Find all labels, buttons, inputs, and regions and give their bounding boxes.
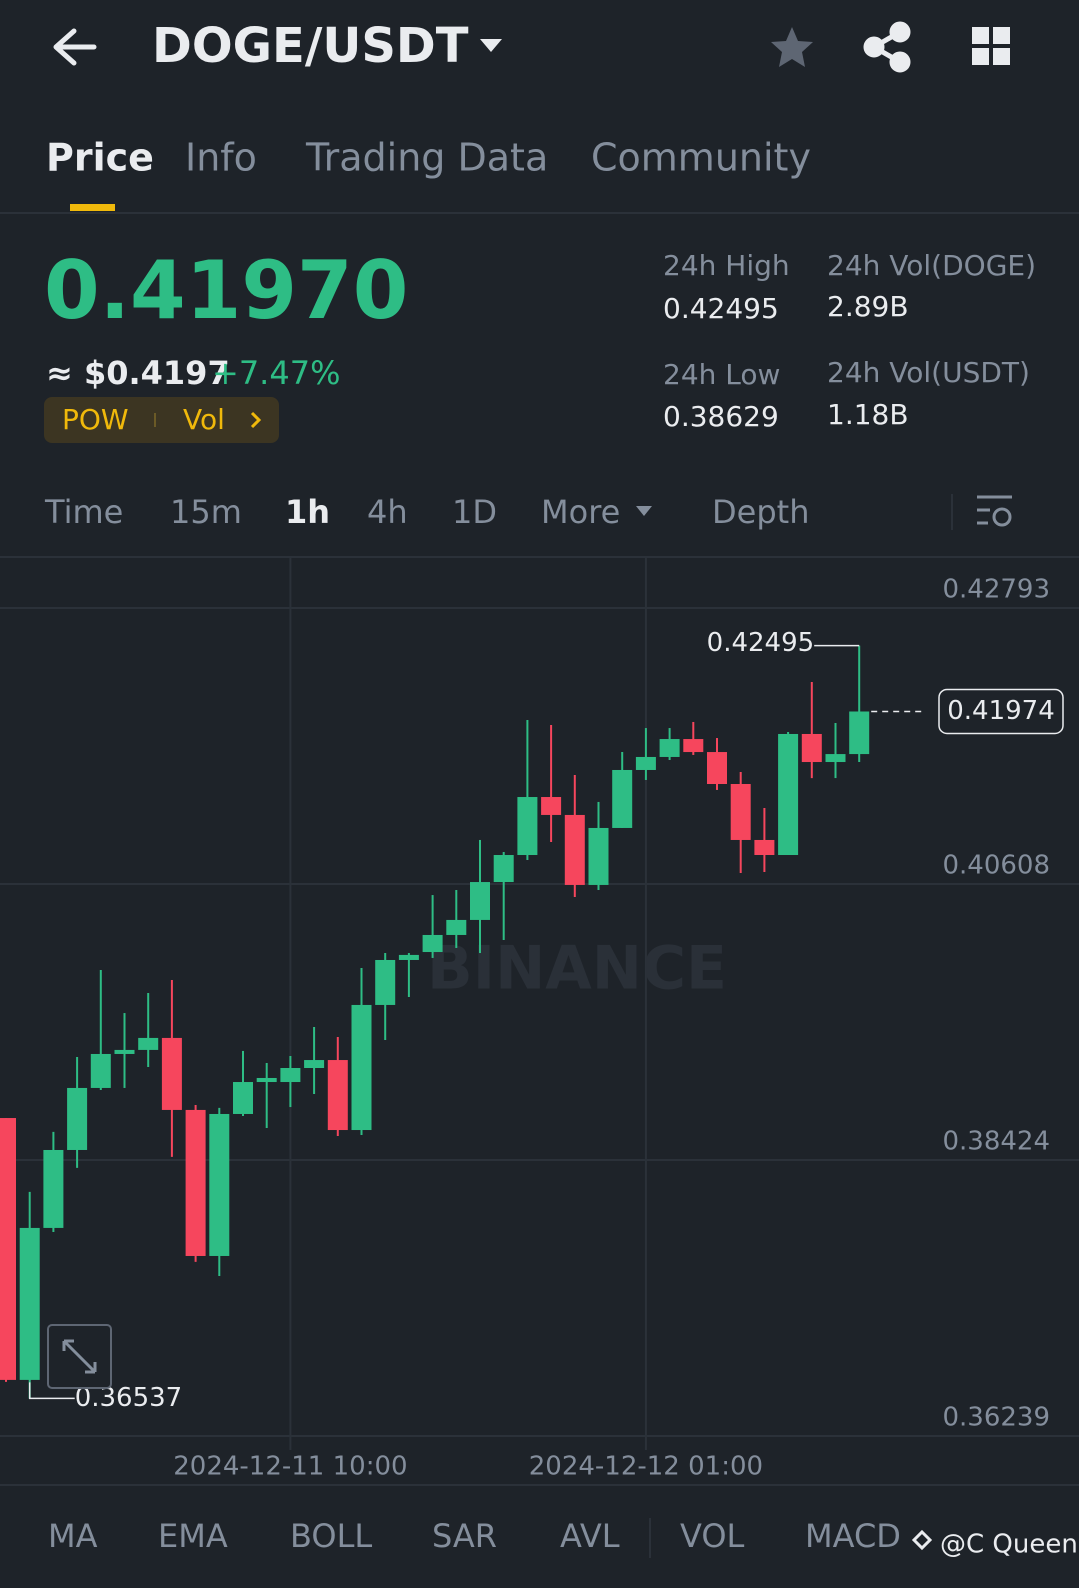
indicator[interactable]: MA <box>48 1517 98 1555</box>
x-tick-label: 2024-12-12 01:00 <box>529 1452 763 1482</box>
interval[interactable]: 15m <box>170 493 242 531</box>
interval[interactable]: Time <box>44 493 123 531</box>
badge-label[interactable]: POW <box>62 403 129 436</box>
pair-title[interactable]: DOGE/USDT <box>152 18 469 74</box>
candle-body <box>67 1087 88 1150</box>
candle-body <box>825 754 846 763</box>
x-tick-label: 2024-12-11 10:00 <box>173 1452 407 1482</box>
more-caret <box>636 506 652 516</box>
stat-value: 0.38629 <box>663 400 779 433</box>
tab[interactable]: Trading Data <box>305 136 548 180</box>
interval[interactable]: 1D <box>452 493 497 531</box>
candle-body <box>233 1082 253 1114</box>
stat-label: 24h High <box>663 249 790 282</box>
candle-body <box>588 827 609 885</box>
stat-label: 24h Vol(USDT) <box>827 356 1030 389</box>
candle-body <box>707 752 727 785</box>
share-icon[interactable] <box>863 21 911 73</box>
stat-value: 0.42495 <box>663 292 779 325</box>
candle-body <box>351 1004 372 1131</box>
y-tick-label: 0.40608 <box>942 851 1050 881</box>
candle-body <box>161 1037 182 1110</box>
interval[interactable]: 4h <box>367 493 408 531</box>
candle-body <box>659 739 680 757</box>
stat-value: 1.18B <box>827 398 909 431</box>
interval[interactable]: More <box>541 493 620 531</box>
indicator[interactable]: VOL <box>680 1517 745 1555</box>
candle-body <box>635 756 656 770</box>
indicator[interactable]: AVL <box>560 1517 620 1555</box>
candle-body <box>280 1067 301 1083</box>
last-price-label: 0.41974 <box>947 696 1055 726</box>
y-tick-label: 0.36239 <box>942 1403 1050 1433</box>
candle-body <box>0 1118 16 1380</box>
candle-body <box>564 814 585 885</box>
candle-body <box>398 954 419 960</box>
candle-body <box>19 1227 40 1380</box>
credit: @C Queen <box>940 1530 1078 1560</box>
stat-value: 2.89B <box>827 290 909 323</box>
usd-price: ≈ $0.4197 <box>46 354 230 392</box>
indicator[interactable]: MACD <box>805 1517 901 1555</box>
back-button[interactable] <box>53 28 97 66</box>
candle-body <box>422 934 443 953</box>
last-price-box <box>938 688 1064 735</box>
candle-body <box>517 797 538 856</box>
candle-body <box>778 733 799 856</box>
credit-icon <box>911 1529 933 1551</box>
candle-body <box>114 1049 135 1054</box>
indicator[interactable]: BOLL <box>290 1517 372 1555</box>
candle-body <box>327 1060 348 1131</box>
indicator[interactable]: SAR <box>432 1517 497 1555</box>
badge-label[interactable]: Vol <box>183 403 225 436</box>
tab-indicator <box>70 204 115 211</box>
candle-body <box>730 784 751 840</box>
interval[interactable]: Depth <box>712 493 809 531</box>
candle-body <box>138 1037 159 1050</box>
y-tick-label: 0.42793 <box>942 575 1050 605</box>
stat-label: 24h Low <box>663 358 780 391</box>
candle-body <box>754 839 775 856</box>
chart: 0.36239 0.38424 0.40608 0.42793 2024-12-11 1… <box>0 558 1079 1482</box>
y-tick-label: 0.38424 <box>942 1126 1050 1156</box>
tab[interactable]: Info <box>185 136 257 180</box>
chart-settings-icon[interactable] <box>977 495 1012 527</box>
candle-body <box>256 1077 277 1083</box>
grid-icon[interactable] <box>972 27 1010 65</box>
candle-body <box>90 1053 111 1088</box>
price-change: +7.47% <box>212 354 340 392</box>
candle-body <box>849 711 870 755</box>
candle-body <box>209 1113 230 1256</box>
favorite-icon[interactable] <box>771 27 813 67</box>
candle-body <box>470 882 490 920</box>
high-label: 0.42495 <box>707 628 815 658</box>
stat-label: 24h Vol(DOGE) <box>827 249 1036 282</box>
candle-body <box>612 769 633 828</box>
low-connector <box>28 1382 75 1400</box>
candle-body <box>185 1109 206 1256</box>
candle-body <box>801 733 822 763</box>
candle-body <box>541 797 562 815</box>
watermark: BINANCE <box>427 934 727 1004</box>
last-price: 0.41970 <box>44 244 408 337</box>
candle-body <box>304 1060 325 1068</box>
candle-body <box>493 855 514 883</box>
tab[interactable]: Price <box>46 136 154 180</box>
candle-body <box>43 1149 64 1228</box>
badge[interactable] <box>44 397 279 443</box>
candle-body <box>683 739 704 753</box>
interval[interactable]: 1h <box>285 493 330 531</box>
expand-icon <box>62 1339 97 1374</box>
pair-dropdown[interactable] <box>480 39 502 52</box>
indicator[interactable]: EMA <box>158 1517 228 1555</box>
candle-body <box>375 959 396 1005</box>
candle-body <box>446 919 467 935</box>
badge-chevron <box>250 411 262 429</box>
tab[interactable]: Community <box>591 136 811 180</box>
